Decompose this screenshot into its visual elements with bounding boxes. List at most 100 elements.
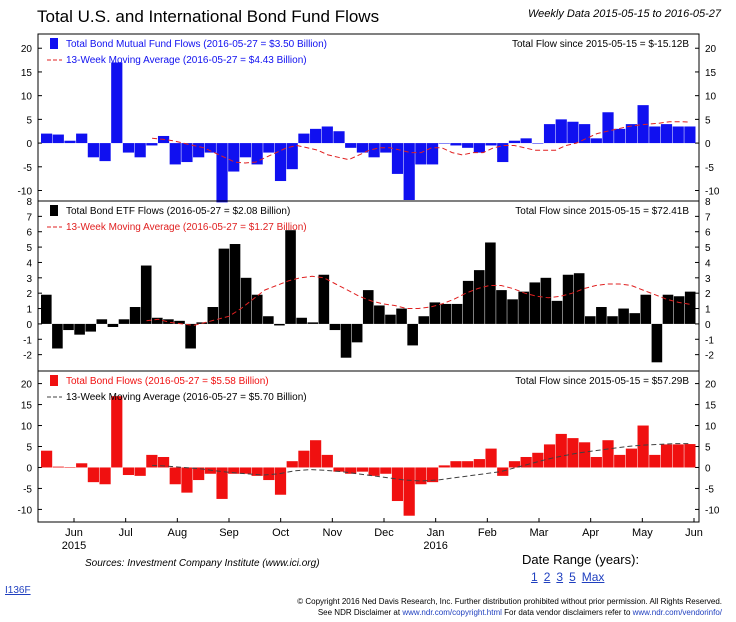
bar — [296, 317, 307, 324]
bar — [329, 323, 341, 331]
y-tick-label-left: 1 — [26, 305, 32, 316]
y-tick-label-right: 5 — [705, 115, 711, 126]
bar — [567, 438, 579, 468]
bar — [52, 134, 64, 144]
bar — [228, 143, 240, 172]
bar — [532, 143, 544, 144]
bar — [169, 143, 181, 165]
bar — [207, 307, 219, 324]
copyright-link[interactable]: www.ndr.com/copyright.html — [402, 608, 502, 617]
bar — [298, 133, 310, 144]
bar — [497, 467, 509, 476]
bar — [540, 277, 552, 324]
bar — [672, 126, 684, 144]
total-flow-label: Total Flow since 2015-05-15 = $57.29B — [515, 376, 689, 387]
bar — [64, 467, 76, 468]
bar — [590, 456, 602, 468]
bar — [660, 444, 673, 468]
panel-etf: -2 -2 -1 -1 0 0 1 1 2 2 3 3 4 4 5 5 6 6 7 7 8 8 Total Bond ETF… — [23, 197, 714, 363]
bar — [629, 313, 640, 324]
bar — [85, 323, 97, 332]
bar — [228, 467, 240, 474]
y-tick-label-right: 20 — [705, 380, 717, 391]
bar — [584, 316, 596, 324]
bar — [181, 467, 193, 493]
bar — [307, 322, 319, 324]
bar — [52, 323, 63, 349]
y-tick-label-left: 15 — [21, 401, 33, 412]
bar — [614, 454, 626, 468]
bar — [562, 274, 574, 324]
y-tick-label-left: -5 — [23, 163, 32, 174]
moving-average-line — [152, 121, 691, 164]
bar — [660, 124, 673, 144]
bar — [684, 126, 696, 144]
vendor-link[interactable]: www.ndr.com/vendorinfo/ — [632, 608, 722, 617]
bar — [99, 143, 111, 162]
bar — [497, 143, 509, 163]
bar — [152, 317, 163, 324]
bar — [602, 440, 614, 468]
bar — [64, 140, 76, 144]
bar — [340, 323, 352, 358]
y-tick-label-left: 0 — [26, 320, 32, 331]
bar — [625, 124, 638, 144]
bar — [76, 133, 88, 144]
legend-label: Total Bond ETF Flows (2016-05-27 = $2.08… — [66, 206, 290, 217]
bar — [532, 452, 544, 468]
bar — [508, 140, 521, 144]
bar — [403, 467, 415, 516]
date-range-label: Date Range (years): — [522, 552, 640, 567]
bar — [181, 143, 193, 163]
date-range-max-link[interactable]: Max — [581, 570, 605, 584]
bar — [438, 465, 450, 468]
bar — [204, 143, 216, 153]
bar — [485, 242, 496, 324]
y-tick-label-right: 20 — [705, 44, 717, 55]
bar — [310, 440, 322, 468]
bar — [96, 319, 108, 324]
y-tick-label-left: 0 — [26, 463, 32, 474]
bar — [87, 143, 99, 158]
bar — [122, 467, 135, 476]
bar — [321, 454, 333, 468]
date-range-5-link[interactable]: 5 — [569, 570, 576, 584]
y-tick-label-right: 10 — [705, 422, 717, 433]
bar — [529, 282, 541, 324]
copyright-notice: © Copyright 2016 Ned Davis Research, Inc… — [297, 596, 722, 618]
bar — [368, 467, 380, 476]
date-range-1-link[interactable]: 1 — [531, 570, 538, 584]
bar — [473, 143, 485, 153]
bar — [438, 143, 450, 144]
bar — [111, 62, 123, 144]
x-tick-label: Apr — [582, 527, 599, 539]
chart-code-link[interactable]: I136F — [5, 585, 31, 596]
bar — [450, 143, 462, 146]
bar — [263, 467, 275, 481]
y-tick-label-right: 15 — [705, 401, 717, 412]
panel-mutual: -10 -10 -5 -5 0 0 5 5 10 10 15 15 20 20 Total Bond Mut… — [18, 38, 720, 203]
bar — [174, 320, 185, 324]
bar — [637, 425, 649, 468]
bar — [134, 467, 146, 476]
bar — [618, 308, 629, 324]
bar — [134, 143, 146, 158]
sources-note: Sources: Investment Company Institute (w… — [85, 558, 320, 569]
y-tick-label-left: -1 — [23, 335, 32, 346]
bar — [274, 143, 287, 182]
bar — [462, 143, 474, 148]
bar — [374, 305, 385, 324]
bar — [672, 444, 684, 468]
bar — [333, 467, 345, 472]
x-tick-label: Jun — [65, 527, 83, 539]
bar — [76, 463, 88, 468]
bar — [673, 296, 685, 324]
bar — [573, 273, 585, 324]
date-range-2-link[interactable]: 2 — [543, 570, 551, 584]
x-tick-label: Oct — [272, 527, 289, 539]
bar — [251, 294, 263, 324]
date-range-3-link[interactable]: 3 — [556, 570, 564, 584]
bar — [356, 143, 368, 153]
bar — [462, 280, 474, 324]
bar — [107, 323, 119, 327]
